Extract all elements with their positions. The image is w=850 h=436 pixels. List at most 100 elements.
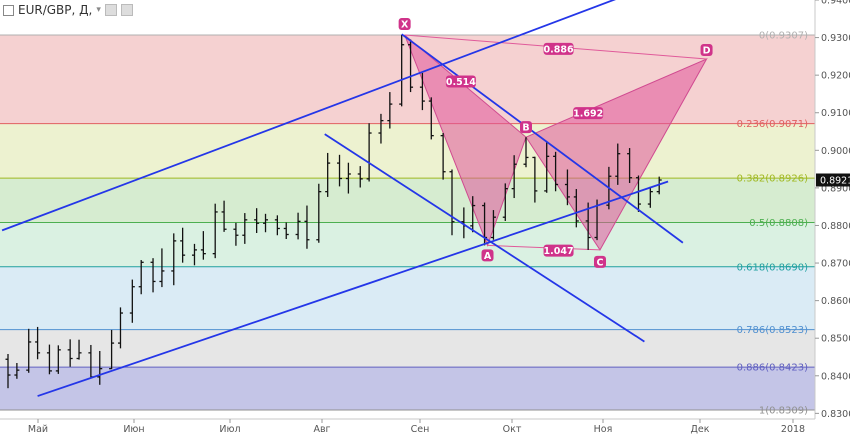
fib-level-label: 0.618(0.8690) (737, 262, 809, 273)
badge-text: D (703, 45, 711, 56)
ohlc-bar (635, 175, 641, 212)
pattern-labels: X A B C D 0.514 1.692 0.886 1.047 (398, 17, 713, 268)
ohlc-bar (490, 210, 496, 240)
badge-bg (398, 17, 411, 30)
ohlc-bar (627, 148, 633, 184)
point-label-b: B (520, 121, 532, 134)
time-tick-label: Июл (219, 424, 240, 435)
time-tick-label: Дек (690, 424, 709, 435)
fib-band (0, 123, 815, 179)
fib-level-label: 0(0.9307) (759, 30, 808, 41)
trend-line (401, 33, 684, 244)
badge-text: X (401, 19, 409, 30)
ohlc-bar (544, 141, 550, 193)
price-tick-label: 0.8300 (821, 409, 850, 420)
ohlc-bar (345, 162, 351, 194)
time-tick-label: Сен (411, 424, 430, 435)
fib-band (0, 178, 815, 223)
fib-level-label: 0.786(0.8523) (737, 325, 809, 336)
ohlc-bar (573, 189, 579, 228)
ohlc-bar (254, 208, 260, 233)
ohlc-bar (35, 326, 41, 360)
collapse-icon[interactable] (3, 4, 14, 16)
ratio-label: 0.514 (445, 75, 476, 88)
ohlc-bar (180, 227, 186, 263)
fib-lines (0, 34, 815, 411)
time-tick-label: Авг (313, 424, 330, 435)
fib-band (0, 266, 815, 330)
ohlc-bar (449, 169, 455, 236)
harmonic-pattern (404, 34, 708, 251)
ohlc-bar (378, 113, 384, 144)
ohlc-bar (14, 363, 20, 379)
ohlc-bar (242, 213, 248, 244)
ohlc-bar (564, 169, 570, 206)
settings-icon[interactable] (120, 4, 133, 16)
ohlc-bar (274, 215, 280, 236)
time-tick-label: Июн (123, 424, 144, 435)
badge-text: A (484, 251, 492, 262)
ohlc-bar (129, 279, 135, 323)
badge-bg (520, 121, 532, 134)
ohlc-bar (366, 123, 372, 182)
ohlc-bar (408, 39, 414, 93)
badge-bg (481, 249, 494, 262)
ohlc-bar (387, 92, 393, 129)
ohlc-bar (295, 212, 301, 240)
ohlc-bar (337, 154, 343, 187)
badge-bg (594, 255, 606, 268)
ohlc-bar (67, 339, 73, 367)
fib-band (0, 367, 815, 410)
ohlc-bar (357, 166, 363, 188)
ohlc-bar (233, 222, 239, 246)
fib-level-label: 0.236(0.9071) (737, 119, 809, 130)
badge-bg (445, 75, 476, 88)
ohlc-bar (138, 260, 144, 295)
ohlc-bar (5, 353, 11, 389)
ohlc-bar (109, 329, 115, 370)
time-tick-label: Окт (503, 424, 522, 435)
badge-text: 1.047 (544, 246, 574, 257)
ohlc-bar (212, 203, 218, 259)
badge-text: 0.886 (544, 44, 574, 55)
ohlc-bar (304, 205, 310, 249)
point-label-d: D (700, 43, 713, 56)
ohlc-bar (523, 137, 529, 168)
ohlc-bar (615, 143, 621, 185)
trend-line (324, 133, 645, 343)
time-tick-label: Май (28, 424, 48, 435)
ohlc-bar (76, 339, 82, 360)
fib-labels: 0(0.9307) 0.236(0.9071) 0.382(0.8926) 0.5(0… (737, 30, 809, 416)
ohlc-bar (200, 231, 206, 260)
chevron-down-icon[interactable]: ▾ (96, 5, 101, 15)
badge-text: 1.692 (573, 109, 603, 120)
badge-bg (700, 43, 713, 56)
ohlc-bar (532, 156, 538, 203)
visibility-toggle-icon[interactable] (104, 4, 117, 16)
ohlc-bar (399, 34, 405, 107)
fib-level-label: 0.382(0.8926) (737, 174, 809, 185)
fib-level-label: 0.5(0.8808) (749, 218, 808, 229)
symbol-title[interactable]: EUR/GBP, Д, (18, 3, 93, 17)
ohlc-bar (191, 243, 197, 266)
ohlc-bar (221, 200, 227, 232)
badge-text: C (597, 257, 604, 268)
ohlc-bar (647, 186, 653, 208)
price-axis-bg (815, 0, 850, 436)
current-price-badge (816, 173, 850, 187)
ohlc-bar (263, 213, 269, 233)
fib-bands (0, 34, 815, 410)
ratio-label: 0.886 (544, 42, 574, 55)
badge-text: 0.514 (446, 77, 476, 88)
trend-lines (1, 0, 684, 397)
badge-text: B (522, 123, 529, 134)
